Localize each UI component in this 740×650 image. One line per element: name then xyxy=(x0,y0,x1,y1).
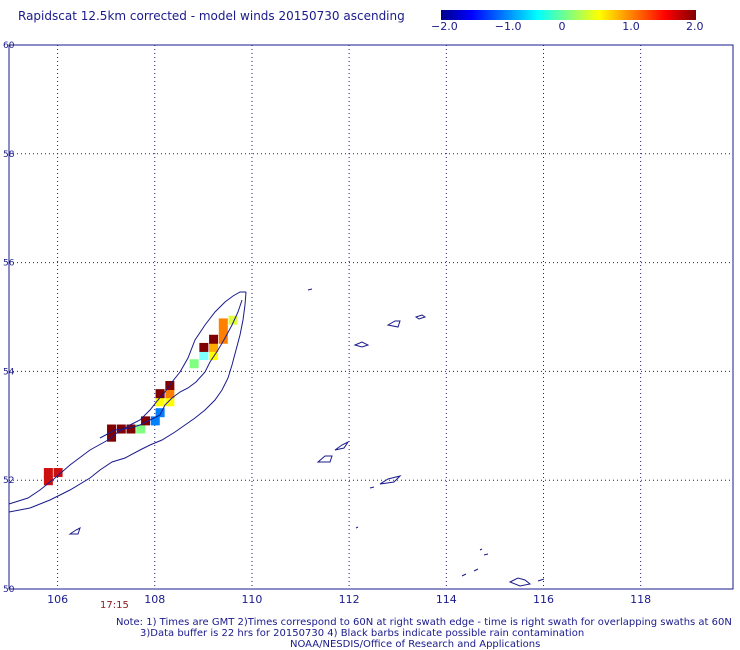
wind-cell xyxy=(165,397,175,407)
wind-cell xyxy=(43,476,53,486)
island-1 xyxy=(68,527,81,535)
lake-baikal-outline-inner xyxy=(99,299,243,439)
lon-label-116: 116 xyxy=(533,593,554,606)
island-7 xyxy=(334,440,350,451)
island-12 xyxy=(461,573,467,577)
island-3 xyxy=(353,341,370,348)
graticule xyxy=(9,44,733,590)
island-8 xyxy=(379,475,402,485)
note-line-1: Note: 1) Times are GMT 2)Times correspon… xyxy=(116,617,732,628)
wind-cell xyxy=(107,424,117,434)
wind-cell xyxy=(218,334,228,344)
coastline xyxy=(8,288,545,587)
wind-cell xyxy=(209,351,219,361)
colorbar xyxy=(441,10,696,20)
lon-label-118: 118 xyxy=(630,593,651,606)
island-2 xyxy=(307,288,313,291)
map-frame xyxy=(8,44,734,590)
colorbar-tick: 2.0 xyxy=(686,20,704,33)
lon-label-110: 110 xyxy=(241,593,262,606)
wind-cell xyxy=(165,389,175,399)
colorbar-tick: 0 xyxy=(558,20,566,33)
wind-cell xyxy=(136,424,146,434)
lake-baikal-outline xyxy=(8,291,247,513)
island-9 xyxy=(369,486,375,489)
island-5 xyxy=(414,314,427,320)
wind-cell xyxy=(228,315,238,325)
lon-label-114: 114 xyxy=(436,593,457,606)
wind-cell xyxy=(189,359,199,369)
swath-time-label: 17:15 xyxy=(100,600,129,611)
island-13 xyxy=(508,577,532,587)
wind-cell xyxy=(218,318,228,328)
wind-cell xyxy=(53,468,63,478)
wind-cell xyxy=(155,389,165,399)
lon-label-112: 112 xyxy=(339,593,360,606)
lat-label-50: 50 xyxy=(3,585,15,595)
island-10 xyxy=(479,548,483,551)
wind-cell xyxy=(150,416,160,426)
wind-cell xyxy=(126,424,136,434)
colorbar-tick: 1.0 xyxy=(622,20,640,33)
wind-cell xyxy=(209,342,219,352)
island-11 xyxy=(483,553,489,556)
island-16 xyxy=(355,526,359,529)
lat-label-52: 52 xyxy=(3,476,14,486)
lat-label-56: 56 xyxy=(3,259,15,269)
wind-cell xyxy=(209,334,219,344)
wind-cell xyxy=(199,342,209,352)
lat-label-58: 58 xyxy=(3,150,15,160)
note-line-3: NOAA/NESDIS/Office of Research and Appli… xyxy=(290,639,541,650)
map-title: Rapidscat 12.5km corrected - model winds… xyxy=(18,9,405,23)
wind-cell xyxy=(155,408,165,418)
wind-cells xyxy=(43,315,238,486)
lon-label-106: 106 xyxy=(47,593,68,606)
lat-label-60: 60 xyxy=(3,41,15,51)
note-line-2: 3)Data buffer is 22 hrs for 20150730 4) … xyxy=(140,628,585,639)
island-4 xyxy=(386,320,401,328)
island-15 xyxy=(473,568,479,572)
lat-label-54: 54 xyxy=(3,367,15,377)
longitude-labels: 106 108 110 112 114 116 118 xyxy=(47,593,651,606)
wind-cell xyxy=(199,351,209,361)
island-14 xyxy=(537,578,545,582)
wind-cell xyxy=(155,397,165,407)
wind-cell xyxy=(218,326,228,336)
lake-baikal-outline-west xyxy=(8,291,246,505)
wind-cell xyxy=(141,416,151,426)
colorbar-tick: −2.0 xyxy=(431,20,458,33)
lon-label-108: 108 xyxy=(144,593,165,606)
colorbar-tick: −1.0 xyxy=(494,20,522,33)
wind-cell xyxy=(43,468,53,478)
latitude-labels: 60 58 56 54 52 50 xyxy=(3,41,15,595)
island-6 xyxy=(316,455,333,463)
